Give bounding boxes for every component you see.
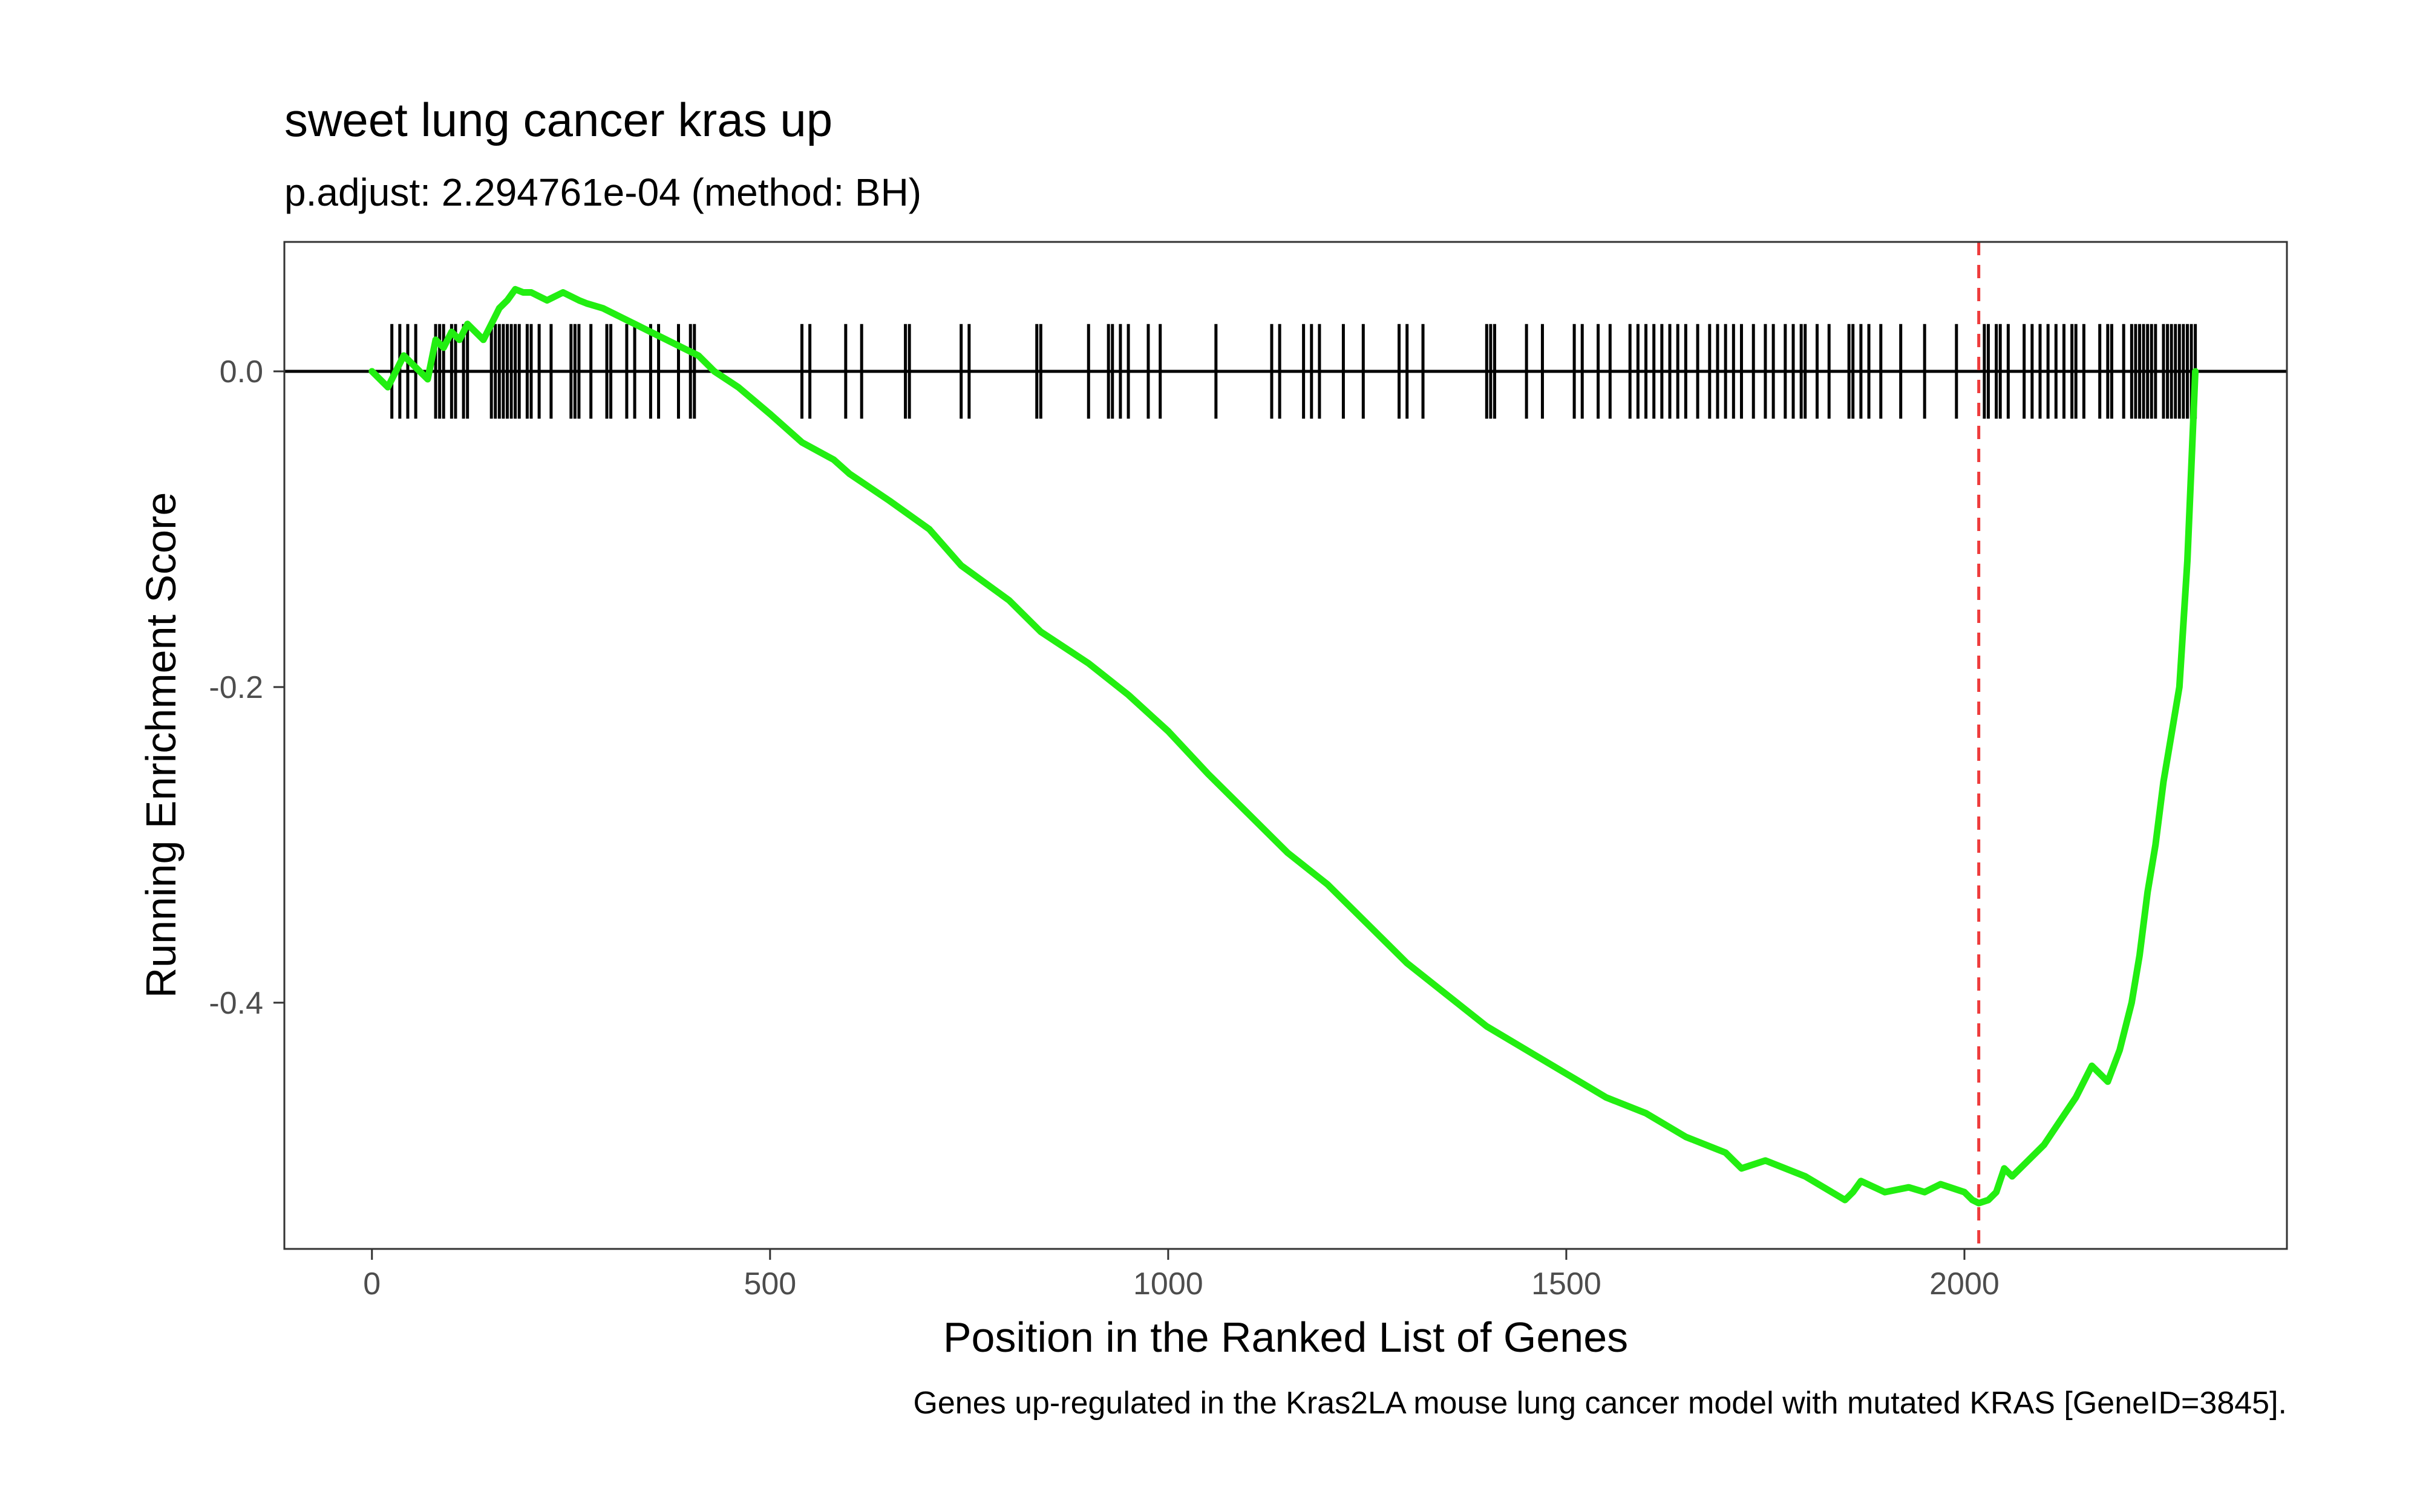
x-tick-label: 2000: [1929, 1266, 2000, 1302]
x-axis-title: Position in the Ranked List of Genes: [943, 1314, 1628, 1361]
running-score-line: [368, 285, 2199, 1207]
panel-border: [283, 241, 2288, 1250]
x-axis: 0 500 1000 1500 2000: [363, 1249, 2000, 1302]
x-tick-label: 500: [744, 1266, 796, 1302]
y-tick-label: -0.4: [209, 986, 263, 1021]
chart-caption: Genes up-regulated in the Kras2LA mouse …: [913, 1386, 2287, 1421]
y-axis: 0.0 -0.2 -0.4: [209, 354, 284, 1021]
y-tick-label: 0.0: [220, 354, 263, 389]
y-axis-title: Running Enrichment Score: [137, 492, 185, 999]
chart-title: sweet lung cancer kras up: [284, 93, 832, 146]
y-tick-label: -0.2: [209, 670, 263, 705]
x-tick-label: 0: [363, 1266, 381, 1302]
chart-subtitle: p.adjust: 2.294761e-04 (method: BH): [284, 171, 921, 214]
x-tick-label: 1000: [1133, 1266, 1203, 1302]
x-tick-label: 1500: [1531, 1266, 1601, 1302]
plot-area: [284, 242, 2287, 1249]
